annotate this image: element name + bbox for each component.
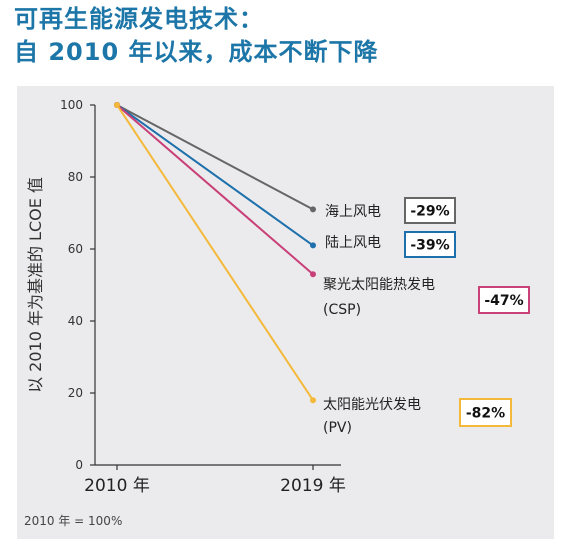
axes [94, 105, 341, 466]
series-label: 海上风电 [325, 204, 381, 220]
x-tick-label: 2019 年 [280, 476, 346, 496]
series-label: 太阳能光伏发电 [323, 397, 421, 413]
change-box [404, 197, 456, 224]
y-tick-label: 100 [60, 98, 83, 112]
series-label: 陆上风电 [325, 235, 381, 251]
y-tick-label: 0 [75, 458, 83, 472]
series-3: 太阳能光伏发电 (PV) -82% [114, 102, 512, 436]
y-tick-label: 40 [68, 314, 83, 328]
series-line [116, 104, 314, 275]
data-point [114, 102, 120, 108]
chart-title-line-2: 自 2010 年以来，成本不断下降 [14, 38, 379, 66]
change-label: -39% [410, 238, 449, 254]
series-line [116, 104, 314, 401]
series-label: 聚光太阳能热发电 [323, 277, 435, 293]
series-label: (CSP) [323, 302, 361, 318]
data-point [310, 271, 316, 278]
series-lines: 海上风电 -29%陆上风电 -39%聚光太阳能热发电(CSP)-47%太阳能光伏发电… [114, 102, 530, 436]
change-label: -82% [466, 406, 505, 422]
y-tick-label: 20 [68, 386, 83, 400]
base-note: 2010 年 = 100% [24, 514, 122, 528]
series-0: 海上风电 -29% [114, 102, 456, 224]
series-line [116, 104, 314, 211]
change-label: -29% [410, 204, 449, 220]
change-label: -47% [484, 293, 523, 309]
change-box [459, 398, 512, 427]
series-label: (PV) [323, 420, 352, 436]
x-ticks: 2010 年 2019 年 [84, 465, 346, 496]
series-2: 聚光太阳能热发电 (CSP) -47% [114, 102, 530, 318]
y-axis-label: 以 2010 年为基准的 LCOE 值 [26, 177, 45, 393]
data-point [310, 242, 316, 249]
y-ticks: 0 20 40 60 80 100 [60, 98, 95, 472]
data-point [310, 206, 316, 213]
data-point [310, 397, 316, 404]
series-1: 陆上风电 -39% [114, 102, 456, 258]
y-tick-label: 60 [68, 242, 83, 256]
chart-title-line-1: 可再生能源发电技术： [14, 5, 264, 33]
x-tick-label: 2010 年 [84, 476, 150, 496]
change-box [478, 286, 530, 314]
series-line [116, 104, 314, 247]
y-tick-label: 80 [68, 170, 83, 184]
change-box [404, 231, 456, 258]
chart-panel [17, 86, 554, 539]
